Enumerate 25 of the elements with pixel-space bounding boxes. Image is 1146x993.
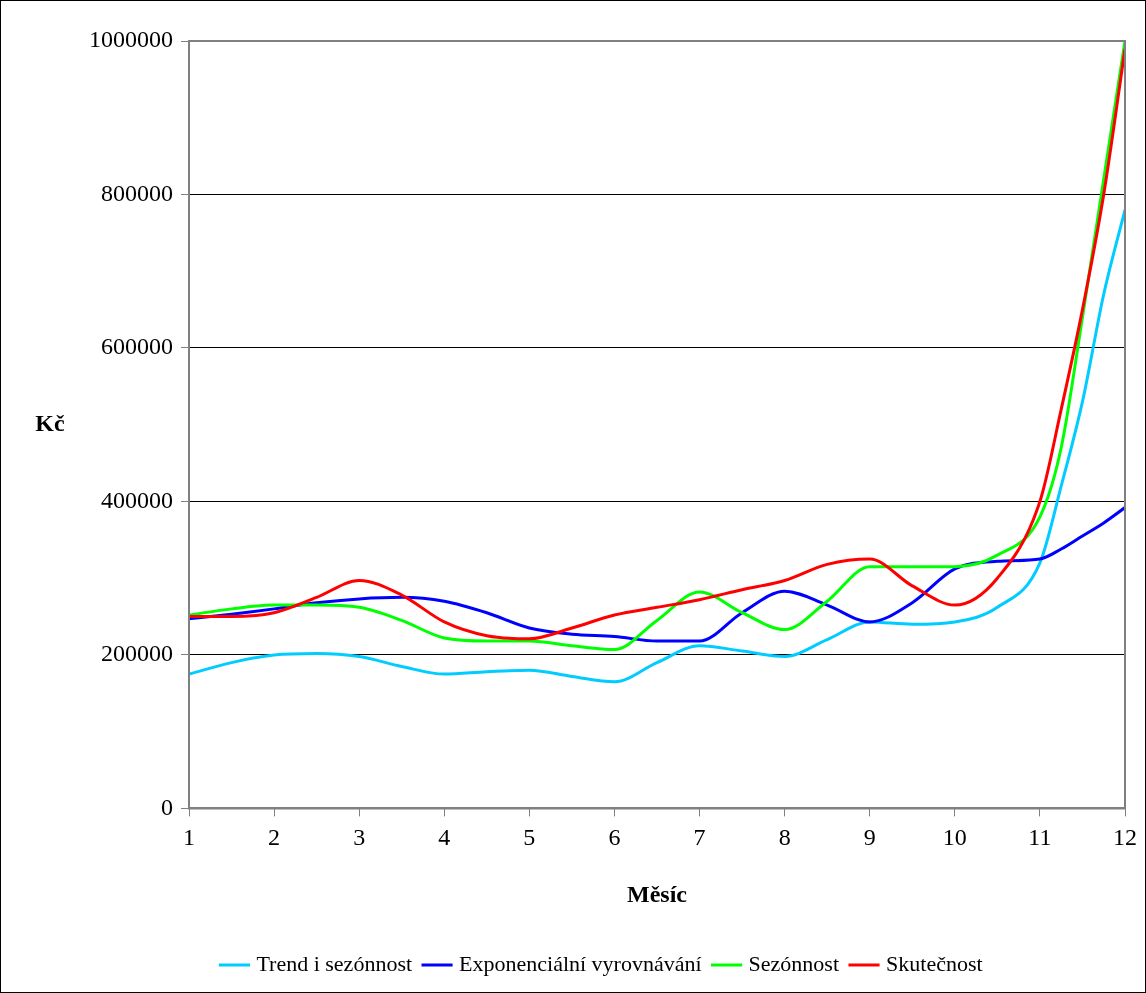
x-tick-label: 12 bbox=[1113, 824, 1137, 851]
legend-label: Exponenciální vyrovnávání bbox=[459, 950, 702, 976]
y-tick-label: 0 bbox=[161, 793, 173, 820]
y-tick-label: 1000000 bbox=[89, 26, 173, 53]
line-series bbox=[189, 208, 1125, 684]
y-tick-label: 600000 bbox=[101, 333, 173, 360]
x-axis-title: Měsíc bbox=[627, 880, 688, 907]
legend-label: Sezónnost bbox=[748, 950, 840, 976]
x-tick-label: 1 bbox=[183, 824, 195, 851]
legend-label: Skutečnost bbox=[886, 950, 983, 976]
y-tick-label: 800000 bbox=[101, 179, 173, 206]
x-tick-label: 7 bbox=[693, 824, 706, 851]
x-tick-label: 3 bbox=[353, 824, 366, 851]
x-tick-label: 5 bbox=[523, 824, 536, 851]
y-axis-title: Kč bbox=[35, 409, 65, 436]
x-tick-label: 11 bbox=[1028, 824, 1052, 851]
legend-label: Trend i sezónnost bbox=[256, 950, 413, 976]
x-tick-label: 8 bbox=[778, 824, 791, 851]
x-tick-label: 6 bbox=[608, 824, 621, 851]
x-tick-label: 10 bbox=[942, 824, 967, 851]
y-tick-label: 400000 bbox=[101, 486, 173, 513]
x-tick-label: 9 bbox=[863, 824, 876, 851]
y-tick-label: 200000 bbox=[101, 640, 173, 667]
x-tick-label: 2 bbox=[268, 824, 281, 851]
x-tick-label: 4 bbox=[438, 824, 451, 851]
